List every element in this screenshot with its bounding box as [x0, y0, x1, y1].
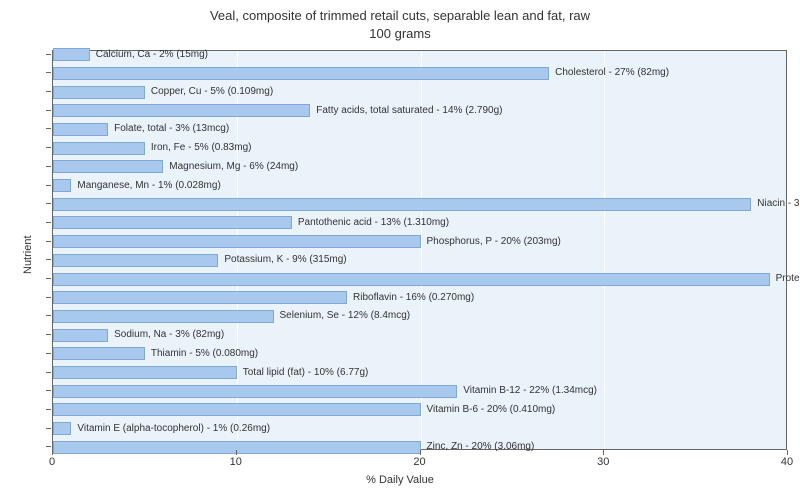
- x-tick-label: 30: [597, 456, 609, 468]
- bar: [53, 366, 237, 379]
- bar: [53, 291, 347, 304]
- bar-label: Niacin - 38% (7.500mg): [757, 198, 800, 209]
- bar-label: Selenium, Se - 12% (8.4mcg): [280, 310, 411, 321]
- bar-label: Fatty acids, total saturated - 14% (2.79…: [316, 105, 502, 116]
- bar: [53, 67, 549, 80]
- bar-label: Copper, Cu - 5% (0.109mg): [151, 86, 273, 97]
- x-tick: [787, 450, 788, 455]
- bar-label: Sodium, Na - 3% (82mg): [114, 329, 224, 340]
- bar: [53, 441, 421, 454]
- x-tick-label: 20: [413, 456, 425, 468]
- bar-label: Vitamin E (alpha-tocopherol) - 1% (0.26m…: [77, 423, 270, 434]
- x-tick-label: 40: [781, 456, 793, 468]
- bar-label: Phosphorus, P - 20% (203mg): [427, 236, 561, 247]
- bar: [53, 385, 457, 398]
- bar-label: Cholesterol - 27% (82mg): [555, 67, 669, 78]
- bar-label: Pantothenic acid - 13% (1.310mg): [298, 217, 449, 228]
- bar: [53, 179, 71, 192]
- bar-label: Magnesium, Mg - 6% (24mg): [169, 161, 298, 172]
- bar-label: Zinc, Zn - 20% (3.06mg): [427, 441, 535, 452]
- x-tick: [603, 450, 604, 455]
- x-tick: [52, 450, 53, 455]
- bar: [53, 198, 751, 211]
- x-tick-label: 10: [230, 456, 242, 468]
- chart-title: Veal, composite of trimmed retail cuts, …: [0, 8, 800, 23]
- bar: [53, 160, 163, 173]
- gridline: [604, 51, 605, 449]
- bar: [53, 254, 218, 267]
- bar: [53, 310, 274, 323]
- bar: [53, 86, 145, 99]
- x-axis-label: % Daily Value: [0, 474, 800, 486]
- x-tick: [420, 450, 421, 455]
- bar-label: Total lipid (fat) - 10% (6.77g): [243, 367, 369, 378]
- bar: [53, 235, 421, 248]
- bar: [53, 403, 421, 416]
- bar-label: Protein - 39% (19.35g): [776, 273, 800, 284]
- bar: [53, 104, 310, 117]
- bar: [53, 422, 71, 435]
- bar-label: Potassium, K - 9% (315mg): [224, 254, 346, 265]
- bar: [53, 123, 108, 136]
- bar: [53, 273, 770, 286]
- x-tick-label: 0: [49, 456, 55, 468]
- bar-label: Riboflavin - 16% (0.270mg): [353, 292, 474, 303]
- plot-area: Calcium, Ca - 2% (15mg) Cholesterol - 27%…: [52, 50, 787, 450]
- bar: [53, 347, 145, 360]
- bar: [53, 329, 108, 342]
- bar-label: Iron, Fe - 5% (0.83mg): [151, 142, 252, 153]
- bar-label: Vitamin B-12 - 22% (1.34mcg): [463, 385, 597, 396]
- y-axis-label: Nutrient: [22, 235, 34, 274]
- bar: [53, 216, 292, 229]
- bar-label: Folate, total - 3% (13mcg): [114, 123, 229, 134]
- bar-label: Vitamin B-6 - 20% (0.410mg): [427, 404, 556, 415]
- bar-label: Manganese, Mn - 1% (0.028mg): [77, 180, 220, 191]
- chart-figure: Veal, composite of trimmed retail cuts, …: [0, 0, 800, 500]
- bar: [53, 142, 145, 155]
- bar: [53, 48, 90, 61]
- bar-label: Calcium, Ca - 2% (15mg): [96, 49, 208, 60]
- bar-label: Thiamin - 5% (0.080mg): [151, 348, 258, 359]
- x-tick: [236, 450, 237, 455]
- chart-subtitle: 100 grams: [0, 26, 800, 41]
